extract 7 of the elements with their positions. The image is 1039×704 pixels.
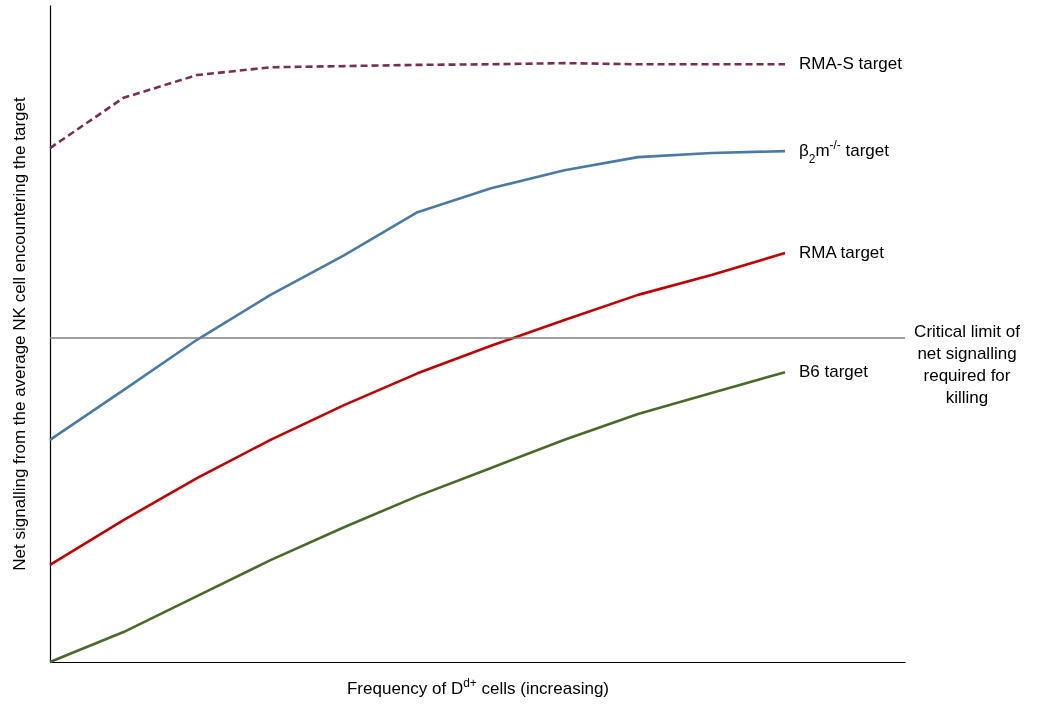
x-axis-title: Frequency of D$^{d+}$ cells (increasing) <box>346 675 610 698</box>
series-label: B6 target <box>799 362 869 382</box>
series-label: RMA-S target <box>799 54 903 74</box>
y-axis-title: Net signalling from the average NK cell encountering the target <box>9 97 29 571</box>
series-label: β$_{2}$m$^{-/-}$ target <box>799 138 890 167</box>
ref-line-label: Critical limit of net signalling required for killing <box>914 321 1021 407</box>
series-label: RMA target <box>799 242 885 262</box>
